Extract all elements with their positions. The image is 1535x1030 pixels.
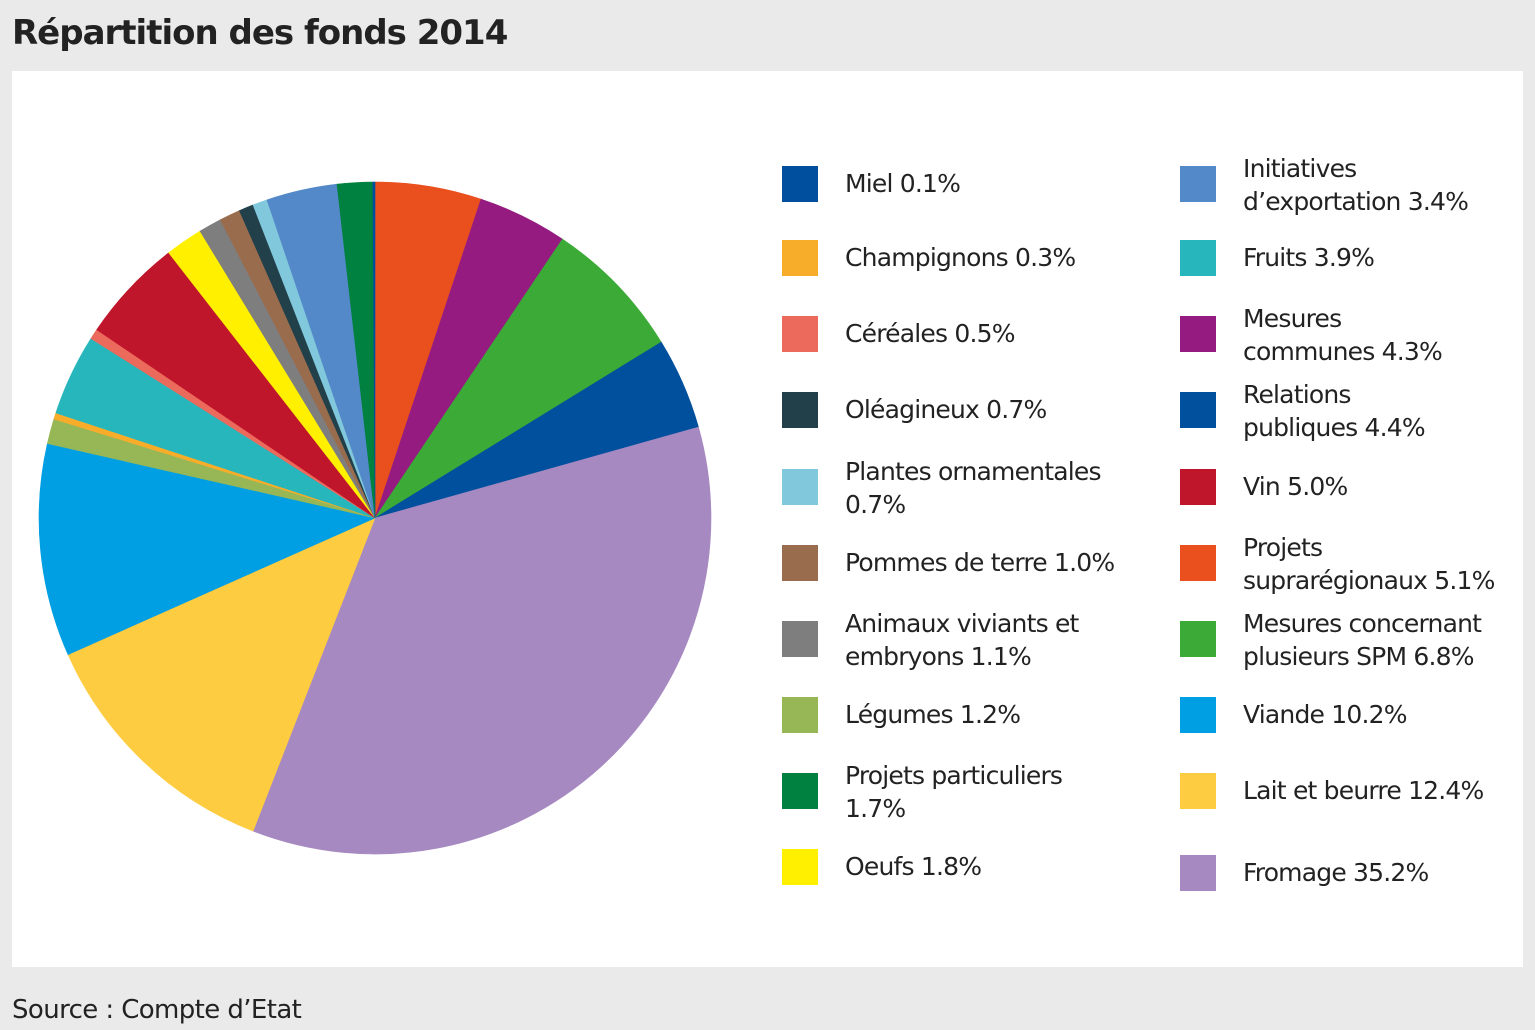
legend-swatch-miel bbox=[782, 166, 818, 202]
legend-swatch-projets-supraregionaux bbox=[1180, 545, 1216, 581]
legend-swatch-fruits bbox=[1180, 240, 1216, 276]
page-title: Répartition des fonds 2014 bbox=[12, 13, 508, 53]
pie-chart bbox=[38, 181, 712, 855]
legend-label-miel: Miel 0.1% bbox=[845, 169, 961, 198]
legend-swatch-animaux-viviants-et-embryons bbox=[782, 621, 818, 657]
legend-label-viande: Viande 10.2% bbox=[1243, 700, 1407, 729]
legend-swatch-mesures-communes bbox=[1180, 316, 1216, 352]
legend-label-vin: Vin 5.0% bbox=[1243, 472, 1348, 501]
legend-label-oleagineux: Oléagineux 0.7% bbox=[845, 395, 1047, 424]
pie-slice-mesures-concernant-plusieurs-spm bbox=[374, 238, 662, 519]
legend-label-lait-et-beurre: Lait et beurre 12.4% bbox=[1243, 776, 1484, 805]
pie-slice-lait-et-beurre bbox=[67, 517, 376, 832]
legend-swatch-pommes-de-terre bbox=[782, 545, 818, 581]
source-note: Source : Compte d’Etat bbox=[12, 995, 302, 1025]
legend-swatch-plantes-ornamentales bbox=[782, 469, 818, 505]
legend-swatch-fromage bbox=[1180, 855, 1216, 891]
legend-swatch-mesures-concernant-plusieurs-spm bbox=[1180, 621, 1216, 657]
legend-label-champignons: Champignons 0.3% bbox=[845, 243, 1076, 272]
legend-swatch-relations-publiques bbox=[1180, 392, 1216, 428]
legend-label-pommes-de-terre: Pommes de terre 1.0% bbox=[845, 548, 1115, 577]
legend-label-cereales: Céréales 0.5% bbox=[845, 319, 1015, 348]
legend-swatch-lait-et-beurre bbox=[1180, 773, 1216, 809]
legend-label-fruits: Fruits 3.9% bbox=[1243, 243, 1375, 272]
pie-slice-miel bbox=[372, 181, 376, 519]
legend-swatch-oleagineux bbox=[782, 392, 818, 428]
chart-panel: Miel 0.1% Champignons 0.3% Céréales 0.5% Ol… bbox=[12, 71, 1523, 967]
legend-label-projets-supraregionaux: Projets suprarégionaux 5.1% bbox=[1243, 533, 1495, 595]
legend-label-animaux-viviants-et-embryons: Animaux viviants et embryons 1.1% bbox=[845, 609, 1079, 671]
legend-swatch-legumes bbox=[782, 697, 818, 733]
pie-slice-viande bbox=[38, 443, 376, 655]
legend-label-legumes: Légumes 1.2% bbox=[845, 700, 1021, 729]
legend-swatch-viande bbox=[1180, 697, 1216, 733]
legend-swatch-projets-particuliers bbox=[782, 773, 818, 809]
legend-swatch-oeufs bbox=[782, 849, 818, 885]
legend-swatch-cereales bbox=[782, 316, 818, 352]
legend-label-relations-publiques: Relations publiques 4.4% bbox=[1243, 380, 1426, 442]
legend-label-plantes-ornamentales: Plantes ornamentales 0.7% bbox=[845, 457, 1102, 519]
legend-label-mesures-concernant-plusieurs-spm: Mesures concernant plusieurs SPM 6.8% bbox=[1243, 609, 1482, 671]
legend-label-mesures-communes: Mesures communes 4.3% bbox=[1243, 304, 1443, 366]
legend-swatch-champignons bbox=[782, 240, 818, 276]
pie-slice-fromage bbox=[252, 426, 712, 855]
legend-label-oeufs: Oeufs 1.8% bbox=[845, 852, 982, 881]
legend-swatch-initiatives-d-exportation bbox=[1180, 166, 1216, 202]
legend-swatch-vin bbox=[1180, 469, 1216, 505]
legend-label-initiatives-d-exportation: Initiatives d’exportation 3.4% bbox=[1243, 154, 1469, 216]
legend-label-projets-particuliers: Projets particuliers 1.7% bbox=[845, 761, 1063, 823]
legend-label-fromage: Fromage 35.2% bbox=[1243, 858, 1429, 887]
